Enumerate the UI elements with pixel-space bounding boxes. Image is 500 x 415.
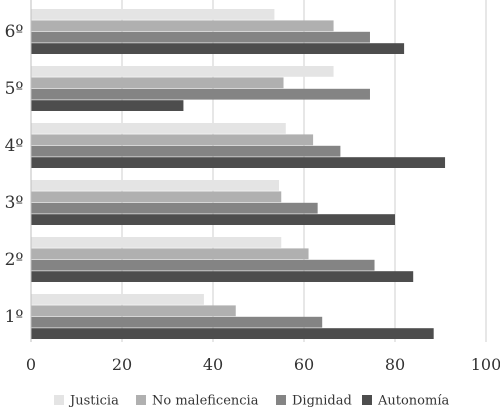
bar-5-2 (31, 248, 309, 260)
bar-2-3 (31, 88, 370, 100)
legend-label-4: Autonomía (377, 394, 449, 409)
legend-swatch-1 (54, 395, 64, 405)
bar-1-2 (31, 20, 334, 32)
x-tick-label: 20 (112, 355, 132, 374)
bar-1-3 (31, 31, 370, 43)
bar-4-2 (31, 191, 282, 203)
bar-3-3 (31, 145, 341, 157)
bar-6-3 (31, 316, 323, 328)
bar-2-4 (31, 100, 184, 111)
bar-6-4 (31, 328, 434, 339)
bar-4-3 (31, 202, 318, 214)
category-label: 6º (5, 22, 24, 42)
category-label: 2º (5, 250, 24, 270)
x-tick-labels: 0 20 40 60 80 100 (26, 355, 500, 374)
bar-2-2 (31, 77, 284, 89)
x-tick-label: 40 (203, 355, 223, 374)
bar-3-2 (31, 134, 314, 146)
bar-4-1 (31, 180, 279, 191)
bar-3-4 (31, 157, 446, 168)
bar-5-1 (31, 237, 282, 248)
x-tick-label: 0 (26, 355, 36, 374)
bar-3-1 (31, 123, 286, 134)
bars (31, 9, 446, 339)
legend: Justicia No maleficencia Dignidad Autonomía (54, 394, 449, 409)
legend-swatch-3 (276, 395, 286, 405)
x-tick-label: 80 (385, 355, 405, 374)
legend-label-2: No maleficencia (152, 394, 259, 409)
x-tick-label: 60 (294, 355, 314, 374)
legend-label-3: Dignidad (292, 394, 352, 409)
category-label: 4º (5, 136, 24, 156)
category-label: 3º (5, 193, 24, 213)
legend-swatch-2 (136, 395, 146, 405)
legend-label-1: Justicia (68, 394, 119, 409)
bar-4-4 (31, 214, 395, 225)
category-labels: 6º 5º 4º 3º 2º 1º (5, 22, 24, 327)
bar-6-1 (31, 294, 204, 305)
gridlines (121, 0, 487, 342)
x-tick-label: 100 (471, 355, 500, 374)
bar-6-2 (31, 305, 236, 317)
bar-1-4 (31, 43, 405, 54)
category-label: 1º (5, 307, 24, 327)
bar-1-1 (31, 9, 275, 20)
legend-swatch-4 (362, 395, 372, 405)
bar-2-1 (31, 66, 334, 77)
bar-5-4 (31, 271, 414, 282)
bar-5-3 (31, 259, 375, 271)
category-label: 5º (5, 79, 24, 99)
